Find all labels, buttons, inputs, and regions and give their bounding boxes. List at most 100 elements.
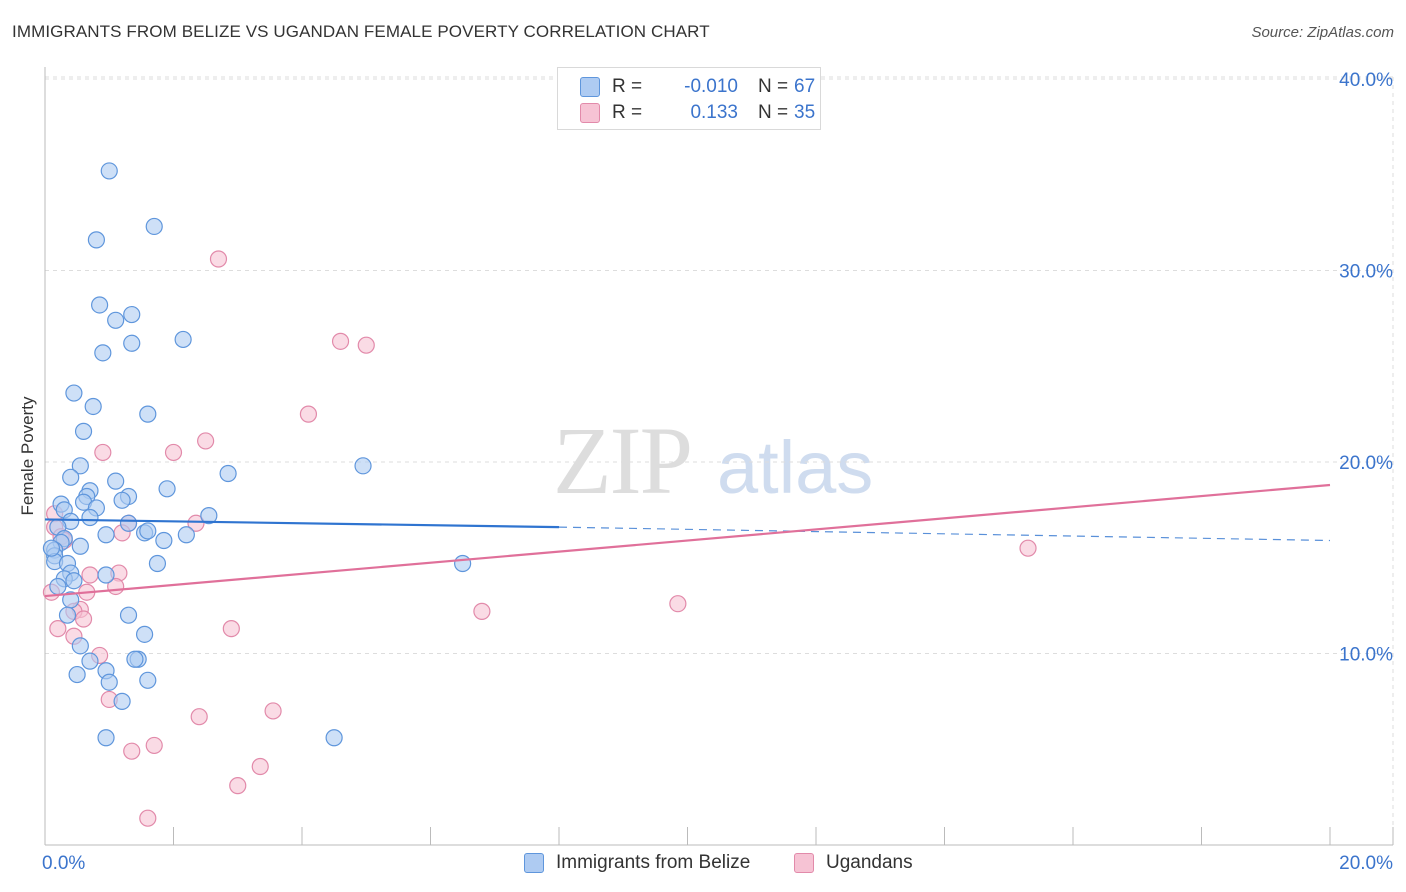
ugandans-trend-line — [44, 483, 1331, 598]
belize-point — [97, 566, 115, 584]
belize-point — [200, 507, 218, 525]
ugandans-point — [229, 777, 247, 795]
belize-point — [139, 671, 157, 689]
belize-legend-swatch — [524, 853, 544, 873]
belize-point — [94, 344, 112, 362]
ugandans-legend-swatch — [794, 853, 814, 873]
watermark-atlas: atlas — [717, 426, 874, 509]
belize-point — [139, 522, 157, 540]
belize-points — [42, 162, 472, 747]
belize-point — [81, 652, 99, 670]
belize-point — [97, 729, 115, 747]
ugandans-point — [299, 405, 318, 423]
n-label: N = — [758, 76, 789, 97]
belize-point — [123, 305, 141, 324]
belize-point — [81, 508, 99, 527]
belize-point — [219, 464, 237, 483]
ugandans-point — [264, 702, 282, 720]
belize-point — [68, 665, 86, 684]
belize-point — [155, 531, 173, 550]
belize-point — [145, 217, 163, 236]
tick-labels: 10.0% 20.0% 30.0% 40.0% 0.0% 20.0% — [42, 70, 1393, 874]
ugandans-point — [251, 757, 269, 776]
belize-point — [42, 539, 61, 557]
belize-point — [113, 491, 131, 509]
ugandans-legend-label: Ugandans — [826, 852, 913, 873]
belize-point — [49, 577, 67, 596]
belize-point — [91, 296, 109, 314]
belize-point — [107, 311, 125, 329]
belize-point — [119, 514, 138, 532]
ugandans-point — [669, 595, 687, 613]
belize-trend-extension — [558, 526, 1331, 542]
ugandans-point — [94, 443, 112, 462]
belize-point — [158, 480, 176, 498]
belize-point — [84, 397, 102, 416]
y-tick-label: 40.0% — [1339, 70, 1393, 91]
belize-point — [174, 330, 192, 349]
ugandans-point — [190, 708, 208, 726]
belize-point — [100, 162, 118, 180]
source-label: Source: ZipAtlas.com — [1251, 24, 1394, 41]
chart-title: IMMIGRANTS FROM BELIZE VS UGANDAN FEMALE… — [12, 22, 710, 41]
n-value: 35 — [794, 102, 816, 123]
belize-point — [71, 457, 89, 475]
ugandans-point — [74, 610, 93, 628]
belize-point — [113, 692, 131, 710]
belize-point — [97, 526, 115, 544]
ugandans-point — [222, 620, 240, 638]
r-label: R = — [612, 76, 643, 97]
y-tick-label: 30.0% — [1339, 262, 1393, 283]
ugandans-point — [81, 566, 99, 584]
ugandans-point — [357, 336, 375, 354]
x-tick-label: 20.0% — [1339, 853, 1393, 874]
ugandans-point — [49, 620, 67, 638]
belize-point — [123, 334, 141, 352]
ugandans-point — [123, 742, 141, 760]
ugandans-point — [1019, 539, 1037, 557]
belize-point — [58, 606, 77, 624]
ugandans-point — [187, 514, 205, 532]
trend-lines — [44, 483, 1331, 598]
belize-point — [126, 650, 144, 668]
belize-point — [65, 572, 83, 590]
ugandans-point — [473, 602, 491, 620]
belize-point — [177, 526, 195, 544]
n-value: 67 — [794, 76, 816, 97]
ugandans-point — [139, 809, 157, 827]
belize-point — [100, 673, 118, 691]
ugandans-point — [209, 250, 228, 268]
belize-point — [354, 457, 372, 475]
belize-point — [135, 625, 154, 643]
belize-trend-line — [44, 518, 560, 529]
belize-point — [119, 606, 138, 624]
ugandans-point — [164, 443, 183, 462]
belize-point — [65, 384, 83, 402]
r-value: 0.133 — [690, 102, 738, 123]
watermark-zip: ZIP — [553, 407, 693, 514]
belize-point — [148, 554, 167, 573]
belize-point — [454, 554, 472, 573]
belize-legend-label: Immigrants from Belize — [556, 852, 751, 873]
belize-point — [107, 472, 125, 490]
axes — [44, 67, 1394, 846]
y-tick-label: 20.0% — [1339, 453, 1393, 474]
ugandans-swatch — [580, 103, 600, 123]
r-value: -0.010 — [684, 76, 738, 97]
ugandans-point — [145, 736, 163, 755]
stats-legend: R = -0.010 N = 67 R = 0.133 N = 35 — [557, 67, 821, 130]
ugandans-point — [331, 332, 350, 350]
x-tick-label: 0.0% — [42, 853, 85, 874]
y-tick-label: 10.0% — [1339, 645, 1393, 666]
belize-point — [74, 422, 93, 440]
belize-point — [71, 537, 89, 555]
belize-point — [62, 468, 80, 486]
ugandans-point — [197, 432, 215, 450]
belize-swatch — [580, 77, 600, 97]
belize-point — [71, 637, 89, 655]
gridlines — [45, 76, 1394, 845]
r-label: R = — [612, 102, 643, 123]
belize-point — [139, 405, 157, 423]
belize-point — [87, 231, 106, 249]
